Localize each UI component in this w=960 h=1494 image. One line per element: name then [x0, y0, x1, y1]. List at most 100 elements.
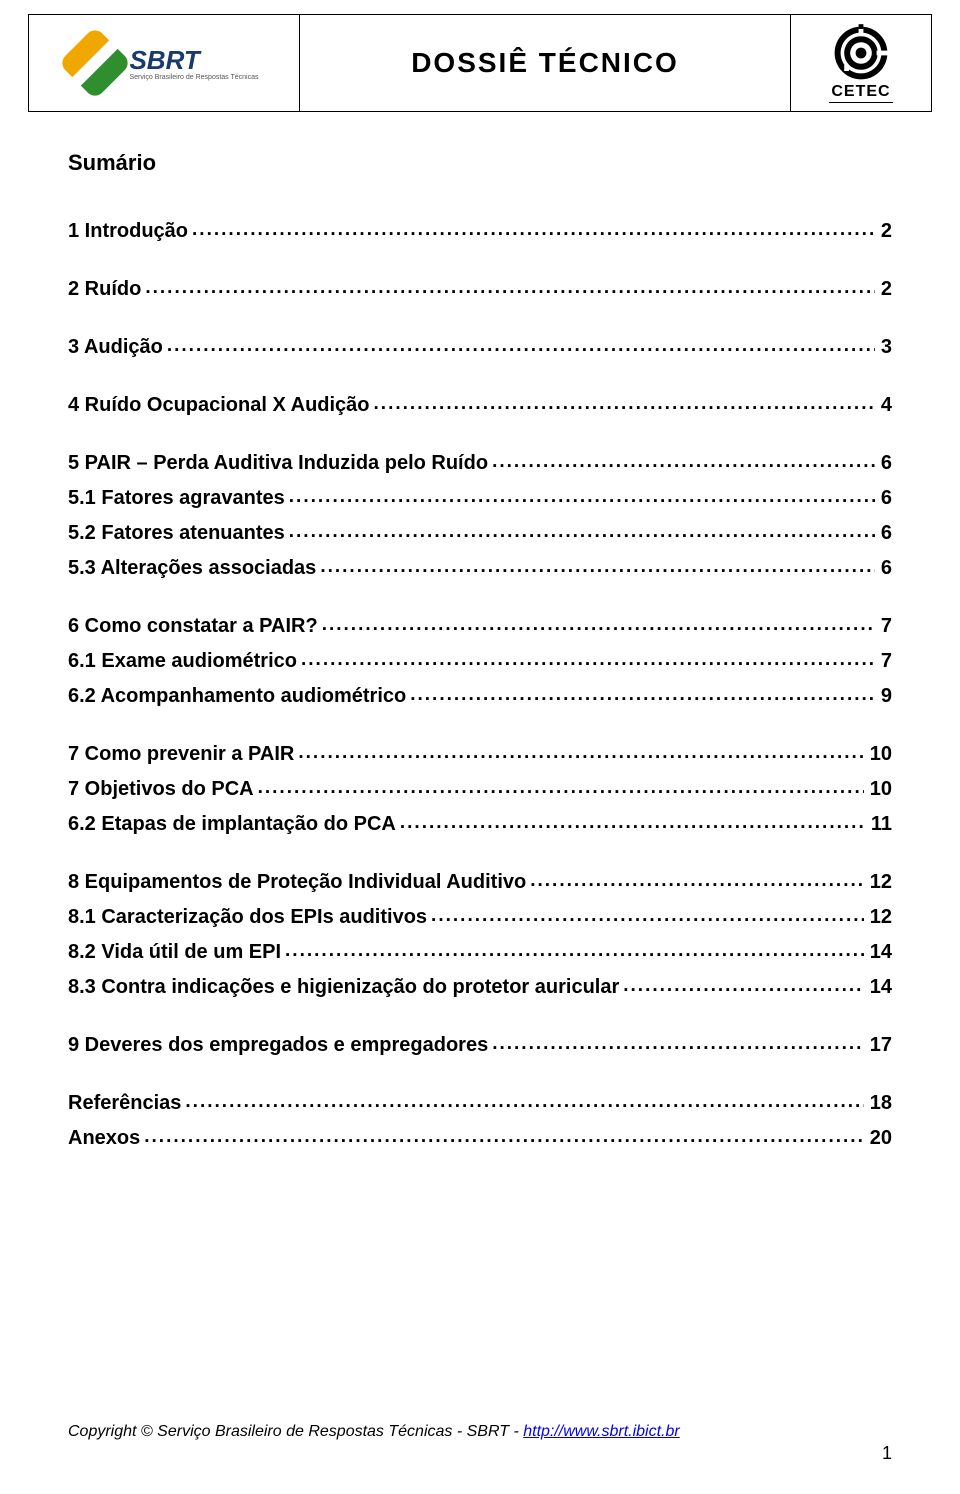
toc-row: 8.2 Vida útil de um EPI 14: [68, 941, 892, 963]
toc-group: 6 Como constatar a PAIR? 7 6.1 Exame audi…: [68, 615, 892, 707]
document-page: SBRT Serviço Brasileiro de Respostas Téc…: [0, 0, 960, 1494]
table-of-contents: 1 Introdução 22 Ruído 23 Audição 34 Ruíd…: [68, 220, 892, 1149]
toc-group: 3 Audição 3: [68, 336, 892, 358]
toc-entry-page: 9: [879, 685, 892, 707]
toc-entry-page: 4: [879, 394, 892, 416]
toc-row: 5.2 Fatores atenuantes 6: [68, 522, 892, 544]
toc-entry-page: 12: [868, 871, 892, 893]
toc-row: 6 Como constatar a PAIR? 7: [68, 615, 892, 637]
cetec-logo-cell: CETEC: [790, 15, 931, 111]
toc-row: 7 Como prevenir a PAIR 10: [68, 743, 892, 765]
toc-leader: [144, 1133, 864, 1144]
sbrt-logo-text: SBRT Serviço Brasileiro de Respostas Téc…: [129, 45, 258, 81]
document-title: DOSSIÊ TÉCNICO: [411, 47, 679, 79]
toc-entry-label: 6.1 Exame audiométrico: [68, 650, 297, 672]
toc-leader: [289, 493, 875, 504]
toc-entry-page: 6: [879, 452, 892, 474]
toc-row: 5 PAIR – Perda Auditiva Induzida pelo Ru…: [68, 452, 892, 474]
toc-entry-label: 6.2 Acompanhamento audiométrico: [68, 685, 406, 707]
toc-leader: [400, 819, 865, 830]
cetec-logo: CETEC: [828, 23, 894, 103]
toc-leader: [322, 621, 875, 632]
header-title-cell: DOSSIÊ TÉCNICO: [300, 15, 790, 111]
sbrt-logo-sub-text: Serviço Brasileiro de Respostas Técnicas: [129, 74, 258, 81]
toc-group: 8 Equipamentos de Proteção Individual Au…: [68, 871, 892, 998]
toc-entry-label: 6.2 Etapas de implantação do PCA: [68, 813, 396, 835]
toc-row: Anexos 20: [68, 1127, 892, 1149]
toc-row: 6.1 Exame audiométrico 7: [68, 650, 892, 672]
toc-entry-page: 12: [868, 906, 892, 928]
toc-leader: [258, 784, 864, 795]
toc-entry-page: 10: [868, 778, 892, 800]
toc-leader: [530, 877, 864, 888]
cetec-logo-icon: [828, 23, 894, 83]
toc-row: 9 Deveres dos empregados e empregadores …: [68, 1034, 892, 1056]
toc-row: 6.2 Etapas de implantação do PCA 11: [68, 813, 892, 835]
toc-row: 6.2 Acompanhamento audiométrico 9: [68, 685, 892, 707]
toc-leader: [192, 226, 875, 237]
toc-group: 1 Introdução 2: [68, 220, 892, 242]
toc-row: Referências 18: [68, 1092, 892, 1114]
toc-row: 1 Introdução 2: [68, 220, 892, 242]
summary-heading: Sumário: [68, 150, 892, 176]
toc-entry-label: 8 Equipamentos de Proteção Individual Au…: [68, 871, 526, 893]
footer-link[interactable]: http://www.sbrt.ibict.br: [523, 1423, 680, 1440]
toc-leader: [431, 912, 864, 923]
sbrt-logo-cell: SBRT Serviço Brasileiro de Respostas Téc…: [29, 15, 300, 111]
toc-entry-label: Anexos: [68, 1127, 140, 1149]
toc-entry-label: 5.3 Alterações associadas: [68, 557, 316, 579]
toc-group: 4 Ruído Ocupacional X Audição 4: [68, 394, 892, 416]
toc-group: 9 Deveres dos empregados e empregadores …: [68, 1034, 892, 1056]
toc-entry-page: 7: [879, 650, 892, 672]
toc-entry-page: 2: [879, 278, 892, 300]
toc-entry-label: 7 Como prevenir a PAIR: [68, 743, 294, 765]
toc-entry-page: 7: [879, 615, 892, 637]
toc-entry-page: 10: [868, 743, 892, 765]
content-area: Sumário 1 Introdução 22 Ruído 23 Audição…: [68, 150, 892, 1185]
toc-entry-label: 3 Audição: [68, 336, 163, 358]
toc-entry-label: 5.1 Fatores agravantes: [68, 487, 285, 509]
sbrt-logo-main-text: SBRT: [129, 45, 258, 76]
sbrt-logo: SBRT Serviço Brasileiro de Respostas Téc…: [69, 37, 258, 89]
toc-entry-label: 8.2 Vida útil de um EPI: [68, 941, 281, 963]
toc-leader: [492, 1040, 864, 1051]
toc-row: 8 Equipamentos de Proteção Individual Au…: [68, 871, 892, 893]
toc-group: Referências 18 Anexos 20: [68, 1092, 892, 1149]
toc-entry-label: 2 Ruído: [68, 278, 141, 300]
toc-entry-page: 6: [879, 487, 892, 509]
toc-row: 5.3 Alterações associadas 6: [68, 557, 892, 579]
footer: Copyright © Serviço Brasileiro de Respos…: [68, 1423, 892, 1464]
toc-entry-page: 11: [869, 813, 892, 835]
toc-entry-page: 14: [868, 941, 892, 963]
toc-leader: [301, 656, 875, 667]
toc-leader: [374, 400, 875, 411]
toc-leader: [145, 284, 875, 295]
toc-leader: [298, 749, 863, 760]
toc-entry-label: 1 Introdução: [68, 220, 188, 242]
toc-entry-page: 14: [868, 976, 892, 998]
toc-row: 8.3 Contra indicações e higienização do …: [68, 976, 892, 998]
toc-entry-label: 5.2 Fatores atenuantes: [68, 522, 285, 544]
toc-row: 3 Audição 3: [68, 336, 892, 358]
toc-leader: [167, 342, 875, 353]
toc-group: 2 Ruído 2: [68, 278, 892, 300]
toc-entry-page: 3: [879, 336, 892, 358]
toc-entry-page: 6: [879, 557, 892, 579]
toc-leader: [185, 1098, 863, 1109]
footer-copyright: Copyright © Serviço Brasileiro de Respos…: [68, 1423, 680, 1440]
toc-entry-label: 7 Objetivos do PCA: [68, 778, 254, 800]
footer-copyright-rest: © Serviço Brasileiro de Respostas Técnic…: [136, 1423, 523, 1440]
toc-entry-label: 8.1 Caracterização dos EPIs auditivos: [68, 906, 427, 928]
sbrt-logo-shape: [59, 26, 133, 100]
toc-entry-page: 2: [879, 220, 892, 242]
toc-group: 5 PAIR – Perda Auditiva Induzida pelo Ru…: [68, 452, 892, 579]
toc-entry-page: 6: [879, 522, 892, 544]
toc-entry-page: 18: [868, 1092, 892, 1114]
header-bar: SBRT Serviço Brasileiro de Respostas Téc…: [28, 14, 932, 112]
toc-entry-page: 20: [868, 1127, 892, 1149]
footer-copyright-prefix: Copyright: [68, 1423, 136, 1440]
toc-entry-page: 17: [868, 1034, 892, 1056]
toc-leader: [320, 563, 875, 574]
cetec-logo-text: CETEC: [829, 83, 892, 103]
toc-entry-label: 4 Ruído Ocupacional X Audição: [68, 394, 370, 416]
